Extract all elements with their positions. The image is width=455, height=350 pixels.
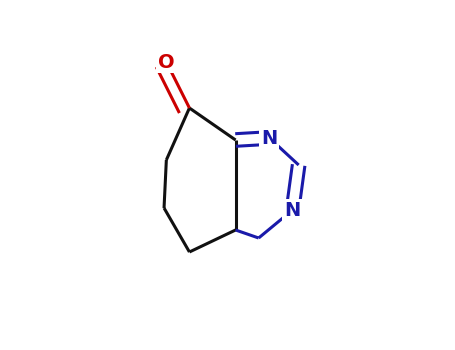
Text: O: O [158,52,175,71]
Text: N: N [261,128,278,147]
Text: N: N [284,201,301,219]
